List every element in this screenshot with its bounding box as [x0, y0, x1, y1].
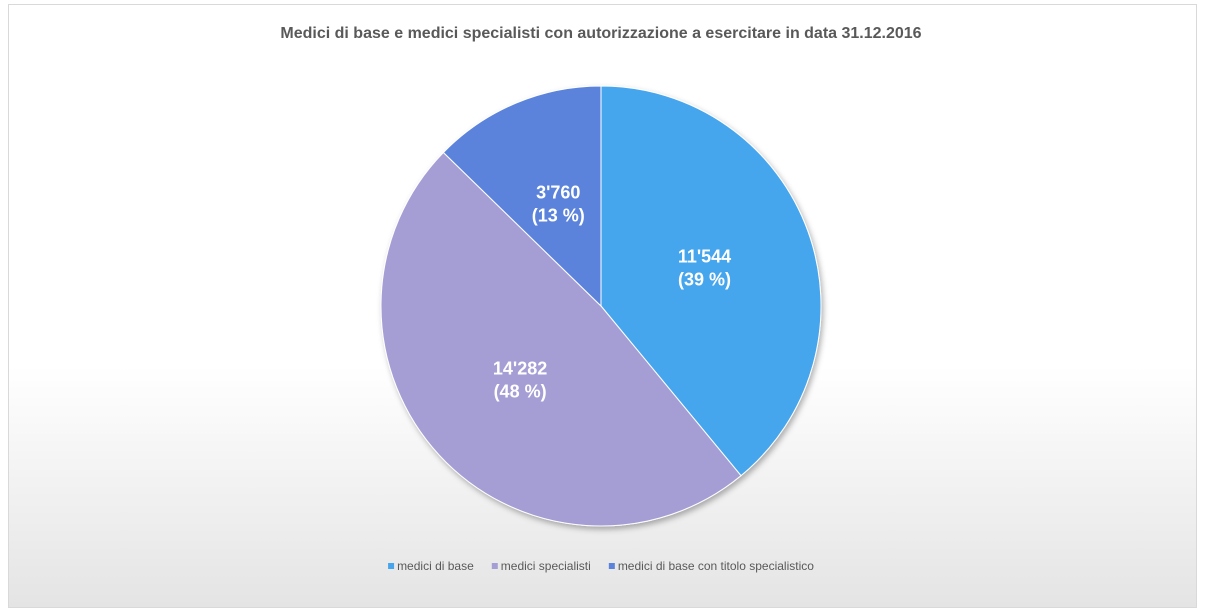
legend-label: medici specialisti	[501, 559, 591, 573]
legend-label: medici di base con titolo specialistico	[618, 559, 814, 573]
legend-swatch	[388, 563, 395, 569]
legend-swatch	[491, 563, 498, 569]
chart-title: Medici di base e medici specialisti con …	[280, 25, 921, 42]
data-label: 14'282	[493, 358, 547, 378]
data-label: 3'760	[536, 182, 580, 202]
pie-slice	[600, 85, 822, 477]
pie-slice	[380, 151, 742, 527]
data-label-percent: (48 %)	[494, 381, 547, 401]
legend-label: medici di base	[397, 559, 474, 573]
data-label-percent: (39 %)	[678, 270, 731, 290]
pie-slice	[442, 85, 602, 308]
legend-swatch	[608, 563, 615, 569]
data-label-percent: (13 %)	[532, 205, 585, 225]
data-label: 11'544	[678, 247, 731, 267]
pie	[380, 85, 822, 527]
